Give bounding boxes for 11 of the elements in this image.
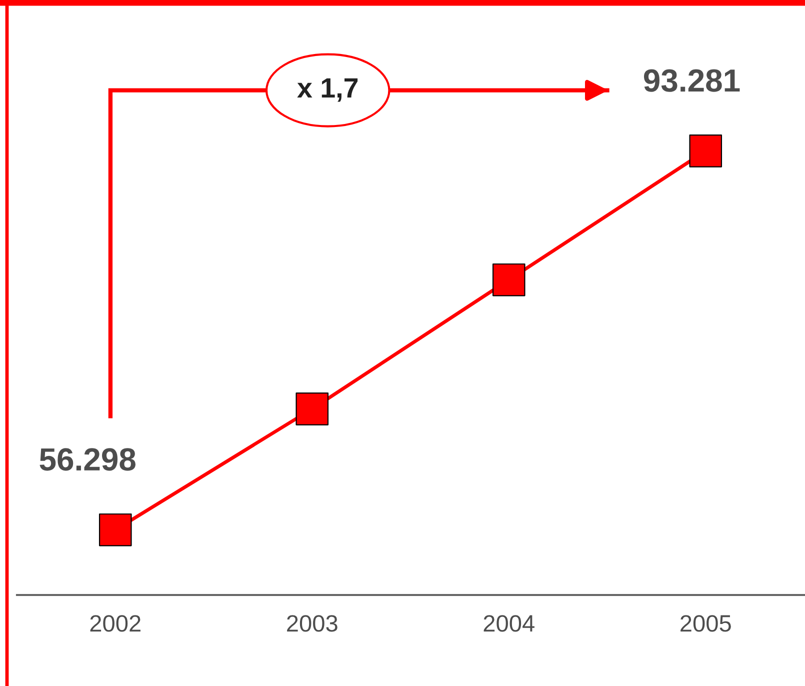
x-tick-label: 2004 (484, 615, 534, 632)
x-tick-label: 2003 (287, 615, 338, 632)
text: x 1,7 (297, 78, 358, 102)
point (98, 513, 132, 546)
x-tick-label: 2005 (680, 615, 731, 632)
point (296, 392, 329, 426)
x-tick-label: 2002 (90, 615, 140, 632)
point (492, 263, 526, 296)
data-label: 56.298 (40, 448, 136, 471)
data-label: 93.281 (644, 69, 740, 92)
point (689, 134, 722, 168)
